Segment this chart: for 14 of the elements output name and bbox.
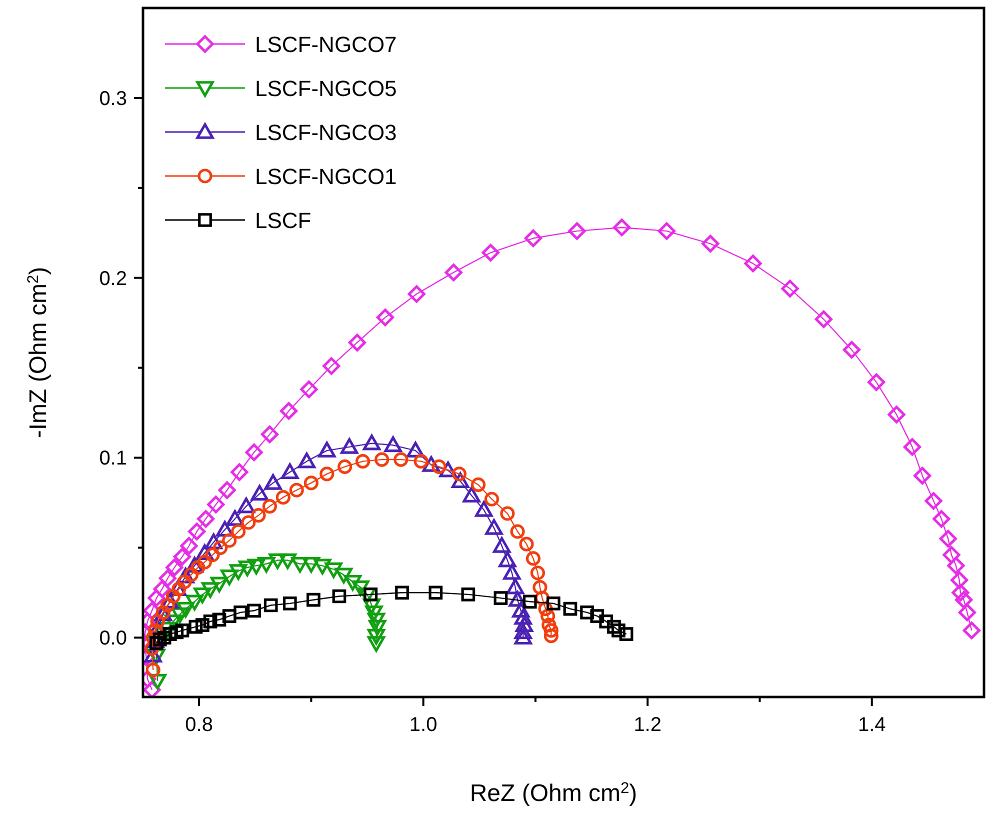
x-axis-title: ReZ (Ohm cm$^{2}$) xyxy=(470,780,638,807)
y-tick-label: 0.1 xyxy=(99,448,127,470)
legend-label: LSCF-NGCO3 xyxy=(255,120,397,145)
x-tick-label: 1.4 xyxy=(858,714,886,736)
x-tick-label: 1.0 xyxy=(409,714,438,736)
y-tick-label: 0.2 xyxy=(99,268,127,290)
legend-label: LSCF xyxy=(255,208,312,233)
legend-label: LSCF-NGCO7 xyxy=(255,32,397,57)
legend-label: LSCF-NGCO1 xyxy=(255,164,397,189)
y-tick-label: 0.0 xyxy=(99,628,127,650)
legend-label: LSCF-NGCO5 xyxy=(255,76,397,101)
x-tick-label: 1.2 xyxy=(634,714,662,736)
x-tick-label: 0.8 xyxy=(185,714,213,736)
y-tick-label: 0.3 xyxy=(99,88,127,110)
